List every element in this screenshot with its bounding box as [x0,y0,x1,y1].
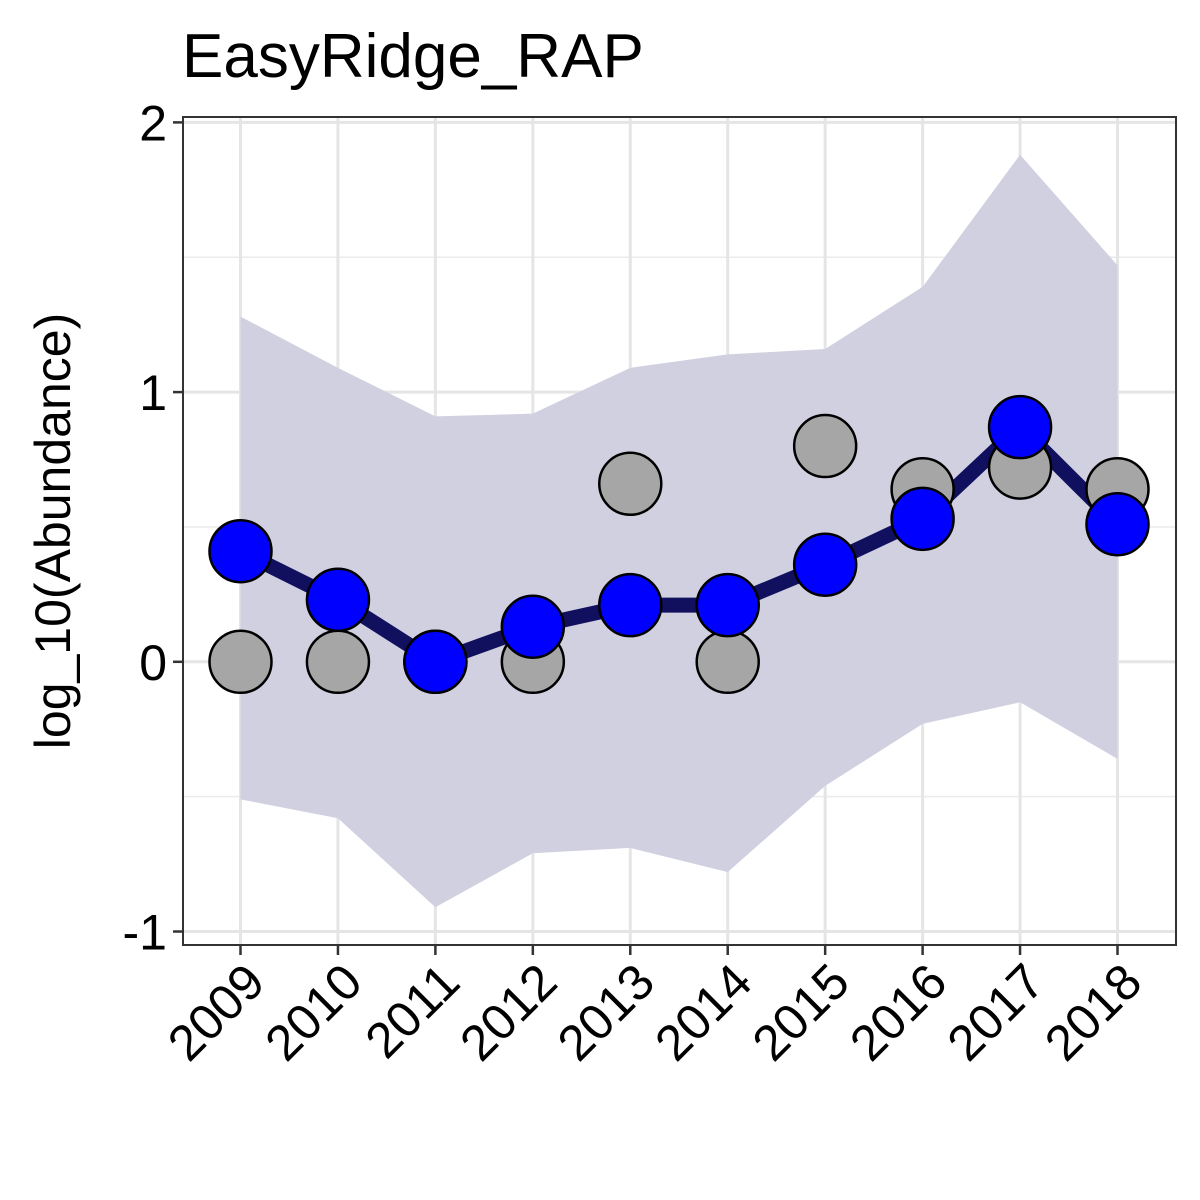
y-axis: -1 0 1 2 [123,95,183,961]
x-tick-label: 2013 [547,953,665,1071]
x-tick-label: 2014 [644,953,762,1071]
fitted-point [403,629,468,695]
fitted-point [208,518,273,584]
fitted-point [305,567,371,633]
fitted-point [1085,492,1150,557]
x-tick-label: 2012 [449,953,567,1071]
observed-point [208,629,273,695]
fitted-point [500,594,566,659]
y-axis-label: log_10(Abundance) [25,313,81,749]
x-tick-label: 2018 [1034,953,1152,1071]
y-tick-label: 1 [139,365,167,421]
x-tick-label: 2011 [355,953,471,1069]
chart-title: EasyRidge_RAP [182,22,644,91]
x-tick-label: 2015 [742,953,860,1071]
y-tick-label: 2 [139,95,167,151]
x-tick-label: 2016 [839,953,957,1071]
confidence-band [240,154,1118,908]
observed-point [792,413,858,479]
y-tick-label: 0 [139,635,167,691]
x-tick-label: 2017 [937,953,1055,1071]
fitted-point [598,572,663,638]
observed-point [305,629,371,695]
plot-border [182,116,1177,946]
fitted-point [695,572,760,638]
observed-point [695,629,760,695]
fitted-point [792,532,858,597]
y-tick-label: -1 [123,905,167,961]
fitted-point [987,394,1053,460]
x-tick-label: 2009 [157,953,275,1071]
fitted-line [233,419,1125,670]
fitted-point [890,486,955,552]
observed-point [598,451,663,517]
x-tick-label: 2010 [254,953,372,1071]
fitted-points [208,394,1150,695]
